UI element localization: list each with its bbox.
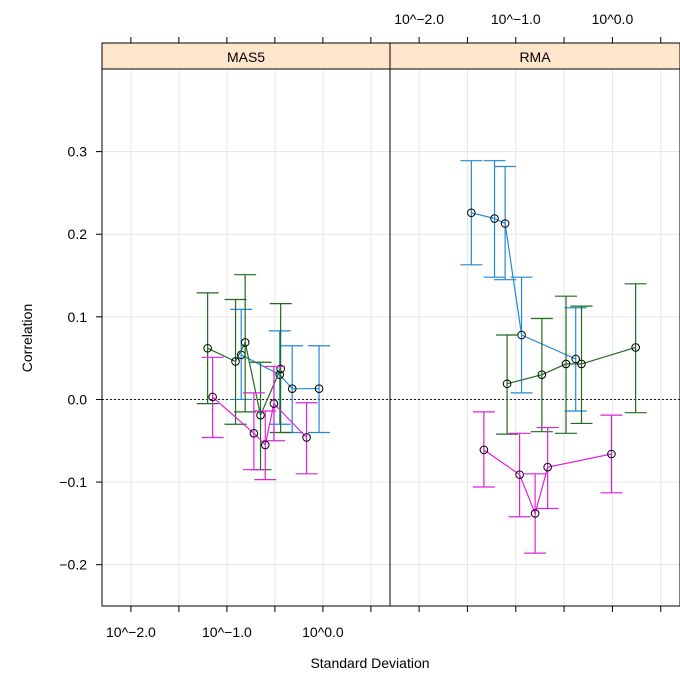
x-tick-label: 10^−1.0	[491, 11, 541, 27]
data-point	[571, 354, 581, 364]
data-point	[577, 359, 586, 369]
data-point	[490, 214, 499, 223]
series-line	[207, 340, 282, 418]
data-point	[561, 359, 571, 369]
data-point	[631, 343, 640, 352]
data-point	[467, 208, 476, 218]
data-point	[203, 343, 212, 353]
data-point	[479, 445, 489, 455]
data-point	[607, 449, 616, 459]
y-tick-label: 0.2	[68, 226, 88, 242]
data-point	[249, 429, 259, 438]
data-point	[208, 392, 217, 402]
y-tick-label: 0.0	[68, 391, 88, 407]
data-point	[502, 379, 512, 389]
axis-layer: 10^−2.0 10^−1.0 10^0.0 10^−2.0 10^−1.0 10^0.0…	[59, 11, 662, 640]
y-axis-label: Correlation	[19, 304, 35, 372]
strip-label: MAS5	[227, 49, 265, 65]
strip-rma	[389, 42, 680, 70]
data-point	[500, 219, 510, 228]
data-point	[240, 338, 250, 347]
data-point	[276, 364, 285, 374]
series-line	[506, 346, 636, 385]
y-tick-label: −0.1	[59, 474, 87, 490]
strip-label: RMA	[519, 49, 551, 65]
x-axis-label: Standard Deviation	[310, 655, 429, 671]
data-point	[537, 370, 547, 379]
x-tick-label: 10^−1.0	[202, 624, 252, 640]
x-tick-label: 10^0.0	[592, 11, 634, 27]
x-tick-label: 10^−2.0	[394, 11, 444, 27]
panel-frame	[389, 68, 680, 607]
data-point	[287, 384, 297, 394]
data-point	[302, 433, 311, 442]
data-point	[543, 462, 552, 472]
data-point	[231, 357, 240, 366]
panel-frames: MAS5 RMA	[101, 42, 680, 607]
data-point	[314, 384, 324, 394]
y-tick-label: 0.1	[68, 309, 88, 325]
x-tick-label: 10^0.0	[302, 624, 344, 640]
data-point	[269, 399, 279, 408]
grid-layer	[102, 69, 680, 606]
panel-frame	[101, 68, 391, 607]
data-point	[260, 440, 270, 450]
x-tick-label: 10^−2.0	[106, 624, 156, 640]
data-point	[530, 509, 540, 518]
y-tick-label: −0.2	[59, 557, 87, 573]
y-tick-label: 0.3	[68, 144, 88, 160]
data-point	[515, 470, 524, 479]
data-layer	[196, 160, 647, 554]
